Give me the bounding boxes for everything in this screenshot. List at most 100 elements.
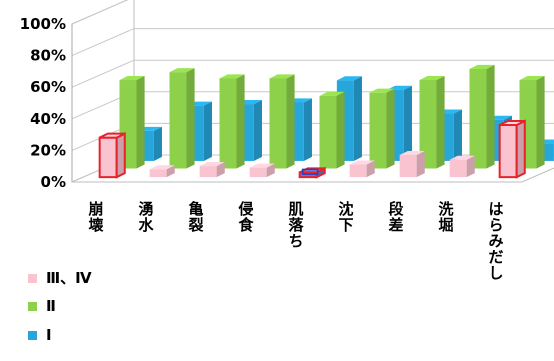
bar-top	[469, 64, 495, 69]
bar-side	[353, 76, 362, 161]
bar-side	[536, 75, 545, 169]
bar-top	[169, 68, 195, 73]
bar	[219, 74, 245, 169]
x-tick-label: 亀裂	[187, 200, 203, 234]
bar-front	[219, 78, 237, 169]
y-tick-label: 80%	[30, 47, 66, 65]
legend-label: Ⅰ	[46, 326, 52, 344]
x-tick-label: はらみだし	[488, 200, 503, 282]
legend-swatch	[28, 274, 37, 283]
bar-top	[99, 132, 126, 139]
bar-front	[349, 164, 367, 178]
x-tick-label: 侵食	[237, 200, 254, 234]
bar	[399, 150, 425, 178]
bar-top	[199, 162, 225, 167]
bar-front	[419, 80, 437, 169]
y-tick-label: 20%	[30, 141, 66, 159]
bar-side	[466, 155, 475, 178]
bar	[169, 68, 195, 169]
bar-side	[303, 98, 312, 161]
bar-side	[186, 68, 195, 169]
bar-side	[153, 126, 162, 161]
y-tick-label: 40%	[30, 110, 66, 128]
bar-side	[386, 88, 395, 169]
y-tick-label: 100%	[20, 15, 66, 33]
bar-top	[336, 76, 362, 81]
bar	[369, 88, 395, 169]
bar-side	[416, 150, 425, 178]
bar	[269, 74, 295, 169]
bar	[249, 163, 275, 178]
legend: Ⅲ、Ⅳ Ⅱ Ⅰ	[28, 269, 92, 344]
x-tick-label: 段差	[388, 200, 403, 234]
bar-front	[269, 78, 287, 169]
x-tick-label: 崩壊	[88, 200, 103, 234]
bar	[469, 64, 495, 169]
bar-side	[515, 119, 526, 179]
bar-front	[469, 68, 487, 169]
bar	[98, 131, 126, 179]
bar-top	[369, 88, 395, 93]
gridline	[71, 0, 129, 25]
legend-label: Ⅲ、Ⅳ	[46, 269, 92, 287]
legend-swatch	[28, 302, 37, 311]
gridline	[71, 28, 554, 57]
bar-top	[519, 75, 545, 81]
bar-front	[449, 159, 467, 178]
legend-item: Ⅰ	[28, 326, 52, 344]
bar-front	[319, 95, 337, 169]
bar-side	[286, 74, 295, 169]
legend-swatch	[28, 331, 37, 340]
bar	[498, 119, 526, 179]
bar-top	[399, 150, 425, 156]
bar-side	[136, 75, 145, 169]
bar	[419, 75, 445, 169]
legend-item: Ⅱ	[28, 297, 56, 315]
bar	[298, 166, 326, 179]
bars	[98, 64, 554, 179]
bar	[319, 91, 345, 169]
bar-side	[366, 160, 375, 178]
bar	[349, 160, 375, 178]
bar-top	[449, 155, 475, 160]
bar-top	[119, 75, 145, 81]
bar-side	[436, 75, 445, 169]
bar	[149, 165, 175, 178]
x-tick-label: 沈下	[338, 200, 353, 234]
bar-side	[253, 100, 262, 161]
bar-front	[169, 72, 187, 169]
bar-top	[349, 160, 375, 165]
bar-side	[115, 131, 126, 179]
gridline	[71, 59, 554, 88]
bar-side	[236, 74, 245, 169]
bar-side	[166, 165, 175, 178]
x-tick-label: 洗堀	[438, 200, 453, 234]
x-tick-label: 湧水	[138, 200, 154, 234]
bar-top	[269, 74, 295, 79]
legend-label: Ⅱ	[46, 297, 56, 315]
bar-front	[399, 155, 417, 178]
bar-top	[149, 165, 175, 170]
y-axis: 0% 20% 40% 60% 80% 100%	[20, 15, 73, 191]
bar-front	[98, 136, 118, 179]
bar-side	[403, 85, 412, 161]
bar-front	[369, 92, 387, 169]
bar-side	[336, 91, 345, 169]
bar-outline	[301, 168, 319, 175]
bar-side	[216, 162, 225, 178]
bar-front	[249, 167, 267, 178]
y-tick-label: 60%	[30, 78, 66, 96]
legend-item: Ⅲ、Ⅳ	[28, 269, 92, 287]
bar	[199, 162, 225, 178]
bar-front	[498, 124, 518, 179]
bar-side	[486, 64, 495, 169]
bar-side	[453, 109, 462, 161]
bar-top	[219, 74, 245, 79]
x-tick-label: 肌落ち	[288, 200, 304, 250]
bar	[449, 155, 475, 178]
bar-front	[149, 169, 167, 178]
bar-side	[266, 163, 275, 178]
